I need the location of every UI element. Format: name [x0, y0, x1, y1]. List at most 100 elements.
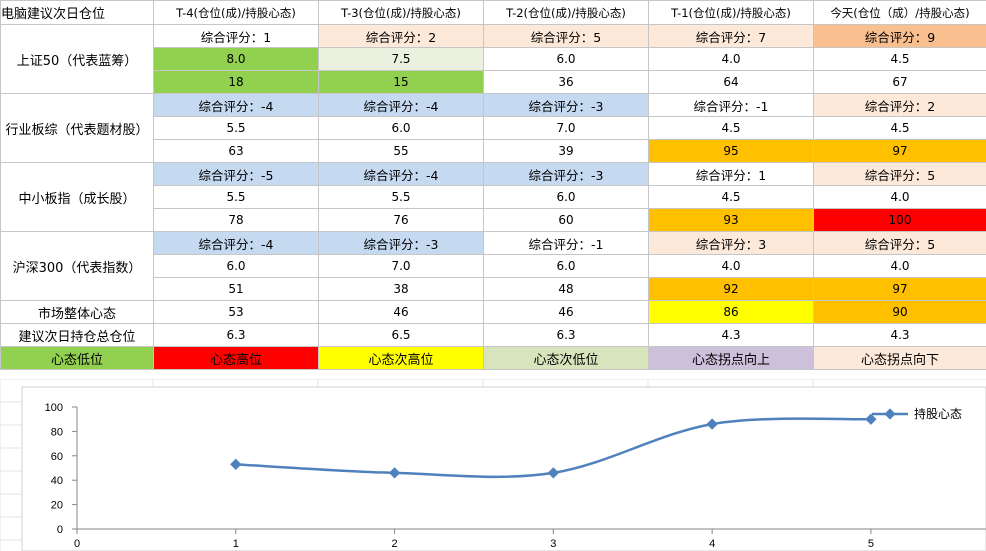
- suggestion-row: 建议次日持仓总仓位 6.3 6.5 6.3 4.3 4.3: [0, 323, 986, 347]
- position-cell: 4.5: [648, 185, 814, 209]
- y-tick-label: 80: [51, 426, 63, 438]
- score-cell: 综合评分：-4: [318, 162, 484, 186]
- score-cell: 综合评分：-4: [318, 93, 484, 117]
- row-position: 8.0 7.5 6.0 4.0 4.5: [1, 47, 986, 71]
- data-table: 电脑建议次日仓位 T-4(仓位(成)/持股心态) T-3(仓位(成)/持股心态) T-…: [0, 0, 986, 370]
- position-cell: 6.0: [153, 254, 319, 278]
- position-cell: 7.5: [318, 47, 484, 71]
- market-mood-cell: 90: [813, 300, 986, 324]
- column-header: 今天(仓位（成）/持股心态): [813, 0, 986, 25]
- y-axis: 0 20 40 60 80 100: [45, 402, 77, 536]
- score-cell: 综合评分：9: [813, 24, 986, 48]
- row-score: 行业板综（代表题材股） 综合评分：-4 综合评分：-4 综合评分：-3 综合评分：-1 综…: [0, 93, 986, 163]
- mood-cell: 97: [813, 277, 986, 301]
- score-cell: 综合评分：3: [648, 231, 814, 255]
- mood-cell: 63: [153, 139, 319, 163]
- color-legend-cell: 心态次低位: [483, 346, 649, 370]
- x-tick-label: 2: [392, 538, 398, 550]
- row-mood: 63 55 39 95 97: [1, 139, 986, 163]
- column-header: T-2(仓位(成)/持股心态): [483, 0, 649, 25]
- market-mood-row: 市场整体心态 53 46 46 86 90: [0, 300, 986, 324]
- mood-cell: 51: [153, 277, 319, 301]
- score-cell: 综合评分：-1: [483, 231, 649, 255]
- position-cell: 4.0: [648, 254, 814, 278]
- position-cell: 6.0: [483, 47, 649, 71]
- row-position: 5.5 5.5 6.0 4.5 4.0: [1, 185, 986, 209]
- y-tick-label: 20: [51, 500, 63, 512]
- position-cell: 6.0: [483, 185, 649, 209]
- score-cell: 综合评分：2: [318, 24, 484, 48]
- x-tick-label: 5: [868, 538, 874, 550]
- mood-cell: 93: [648, 208, 814, 232]
- score-cell: 综合评分：5: [483, 24, 649, 48]
- position-cell: 5.5: [318, 185, 484, 209]
- color-legend-cell: 心态次高位: [318, 346, 484, 370]
- row-group-label: 中小板指（成长股）: [0, 162, 154, 232]
- mood-cell: 38: [318, 277, 484, 301]
- suggestion-cell: 4.3: [648, 323, 814, 347]
- mood-cell: 100: [813, 208, 986, 232]
- mood-cell: 97: [813, 139, 986, 163]
- color-legend-cell: 心态拐点向下: [813, 346, 986, 370]
- market-mood-cell: 46: [318, 300, 484, 324]
- mood-cell: 76: [318, 208, 484, 232]
- mood-cell: 36: [483, 70, 649, 94]
- market-mood-cell: 46: [483, 300, 649, 324]
- row-score: 中小板指（成长股） 综合评分：-5 综合评分：-4 综合评分：-3 综合评分：1 综合评分…: [0, 162, 986, 232]
- suggestion-cell: 4.3: [813, 323, 986, 347]
- score-cell: 综合评分：-3: [483, 93, 649, 117]
- mood-cell: 39: [483, 139, 649, 163]
- score-cell: 综合评分：-5: [153, 162, 319, 186]
- mood-cell: 64: [648, 70, 814, 94]
- score-cell: 综合评分：-3: [483, 162, 649, 186]
- row-mood: 78 76 60 93 100: [1, 208, 986, 232]
- suggestion-cell: 6.3: [483, 323, 649, 347]
- position-cell: 4.0: [813, 254, 986, 278]
- score-cell: 综合评分：7: [648, 24, 814, 48]
- position-cell: 4.0: [648, 47, 814, 71]
- row-group-label: 上证50（代表蓝筹）: [0, 24, 154, 94]
- market-mood-label: 市场整体心态: [0, 300, 154, 324]
- y-tick-label: 0: [57, 524, 63, 536]
- mood-cell: 15: [318, 70, 484, 94]
- score-cell: 综合评分：-1: [648, 93, 814, 117]
- position-cell: 4.0: [813, 185, 986, 209]
- market-mood-cell: 53: [153, 300, 319, 324]
- score-cell: 综合评分：-3: [318, 231, 484, 255]
- row-group-label: 沪深300（代表指数）: [0, 231, 154, 301]
- row-score: 沪深300（代表指数） 综合评分：-4 综合评分：-3 综合评分：-1 综合评分：3 综合…: [0, 231, 986, 301]
- score-cell: 综合评分：-4: [153, 231, 319, 255]
- mood-cell: 48: [483, 277, 649, 301]
- color-legend-cell: 心态高位: [153, 346, 319, 370]
- mood-cell: 18: [153, 70, 319, 94]
- y-tick-label: 40: [51, 475, 63, 487]
- position-cell: 7.0: [483, 116, 649, 140]
- series-line: [230, 413, 877, 479]
- column-header: T-4(仓位(成)/持股心态): [153, 0, 319, 25]
- chart-area: 0 20 40 60 80 100 0 1 2 3 4 5 持股心态: [0, 379, 986, 551]
- corner-title: 电脑建议次日仓位: [0, 0, 154, 25]
- position-cell: 6.0: [483, 254, 649, 278]
- score-cell: 综合评分：5: [813, 231, 986, 255]
- position-cell: 5.5: [153, 185, 319, 209]
- color-legend-cell: 心态拐点向上: [648, 346, 814, 370]
- mood-cell: 92: [648, 277, 814, 301]
- position-cell: 4.5: [648, 116, 814, 140]
- header-row: 电脑建议次日仓位 T-4(仓位(成)/持股心态) T-3(仓位(成)/持股心态) T-…: [0, 0, 986, 25]
- column-header: T-3(仓位(成)/持股心态): [318, 0, 484, 25]
- position-cell: 8.0: [153, 47, 319, 71]
- color-legend-row: 心态低位 心态高位 心态次高位 心态次低位 心态拐点向上 心态拐点向下: [0, 346, 986, 370]
- score-cell: 综合评分：1: [648, 162, 814, 186]
- plot-frame: [76, 407, 986, 530]
- y-tick-label: 100: [45, 402, 63, 414]
- mood-cell: 95: [648, 139, 814, 163]
- chart-background: [21, 386, 986, 551]
- score-cell: 综合评分：-4: [153, 93, 319, 117]
- position-cell: 6.0: [318, 116, 484, 140]
- position-cell: 7.0: [318, 254, 484, 278]
- mood-cell: 78: [153, 208, 319, 232]
- position-cell: 5.5: [153, 116, 319, 140]
- mood-cell: 67: [813, 70, 986, 94]
- sheet-gridlines: [0, 379, 986, 551]
- x-tick-label: 1: [233, 538, 239, 550]
